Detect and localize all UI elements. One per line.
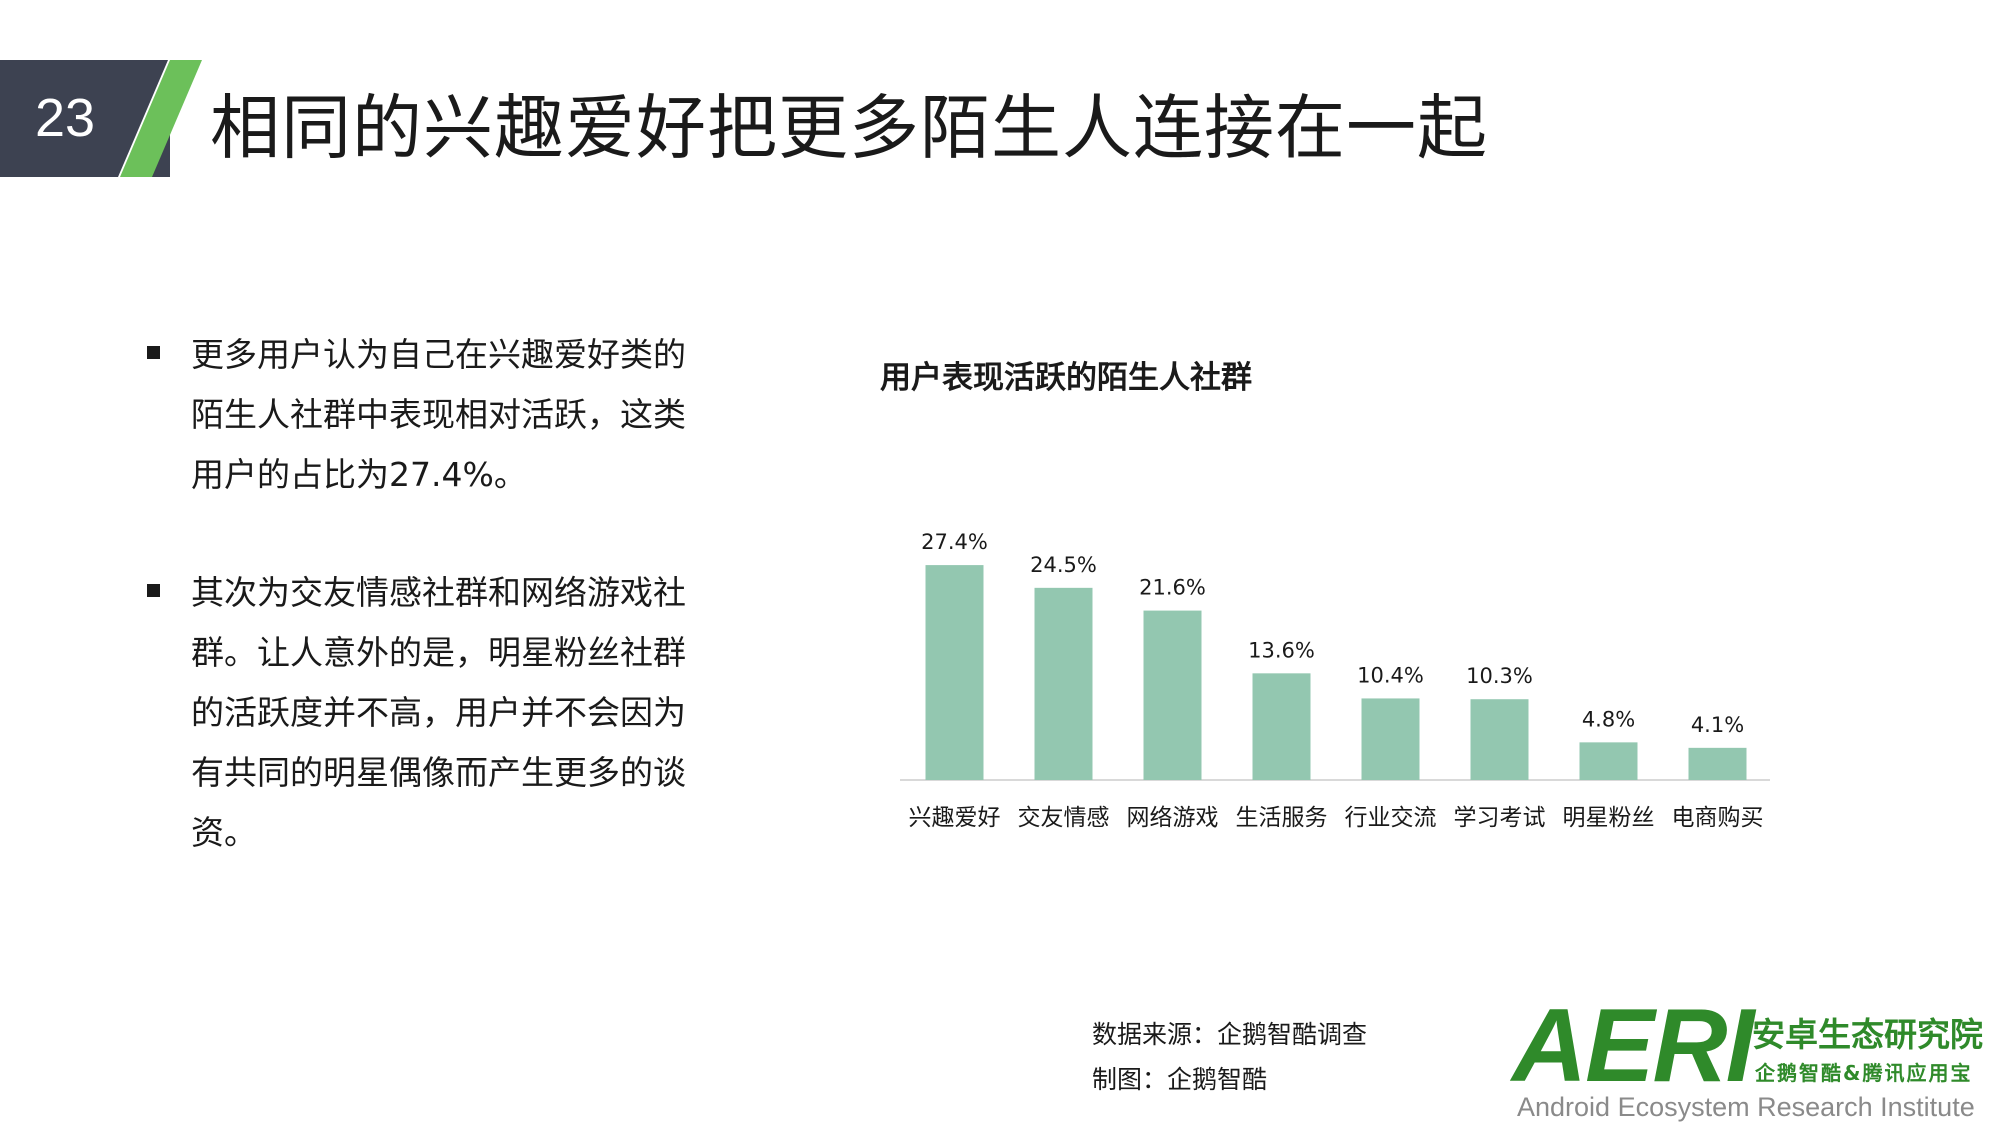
page-title: 相同的兴趣爱好把更多陌生人连接在一起	[210, 87, 1488, 169]
logo-cn-name: 安卓生态研究院	[1752, 1015, 1983, 1054]
logo-cn-subtitle: 企鹅智酷&腾讯应用宝	[1755, 1061, 1973, 1085]
chart-credit: 制图：企鹅智酷	[1092, 1065, 1268, 1094]
bar-value-label: 24.5%	[1030, 553, 1097, 577]
category-label: 兴趣爱好	[909, 805, 1001, 831]
aeri-logo: AERI	[1512, 988, 1754, 1104]
bullet-item: 其次为交友情感社群和网络游戏社群。让人意外的是，明星粉丝社群的活跃度并不高，用户…	[145, 563, 705, 863]
category-label: 生活服务	[1236, 805, 1328, 831]
bar-value-label: 10.3%	[1466, 664, 1533, 688]
square-bullet-icon	[147, 584, 160, 597]
bar-chart: 27.4% 兴趣爱好 24.5% 交友情感 21.6% 网络游戏 13.6% 生活服务 10.4…	[900, 530, 1770, 831]
bar-value-label: 4.1%	[1691, 713, 1744, 737]
category-label: 电商购买	[1672, 805, 1764, 831]
data-source: 数据来源：企鹅智酷调查	[1092, 1020, 1368, 1049]
bullet-item: 更多用户认为自己在兴趣爱好类的陌生人社群中表现相对活跃，这类用户的占比为27.4…	[145, 325, 705, 505]
bar-value-label: 21.6%	[1139, 576, 1206, 600]
bar-value-label: 13.6%	[1248, 638, 1315, 662]
bullet-text: 其次为交友情感社群和网络游戏社群。让人意外的是，明星粉丝社群的活跃度并不高，用户…	[191, 573, 686, 852]
bar	[925, 565, 984, 780]
logo-en-name: Android Ecosystem Research Institute	[1517, 1092, 1975, 1122]
bar	[1688, 747, 1747, 780]
bar-value-label: 4.8%	[1582, 707, 1635, 731]
bar	[1361, 698, 1420, 780]
bullet-text: 更多用户认为自己在兴趣爱好类的陌生人社群中表现相对活跃，这类用户的占比为27.4…	[191, 335, 686, 494]
square-bullet-icon	[147, 346, 160, 359]
page-number: 23	[34, 88, 96, 148]
category-label: 网络游戏	[1127, 805, 1219, 831]
bar-value-label: 27.4%	[921, 530, 988, 554]
chart-title: 用户表现活跃的陌生人社群	[880, 360, 1252, 396]
bar	[1252, 673, 1311, 780]
bar	[1579, 742, 1638, 780]
bar	[1034, 587, 1093, 780]
category-label: 明星粉丝	[1563, 805, 1655, 831]
category-label: 行业交流	[1345, 805, 1437, 831]
category-label: 学习考试	[1454, 805, 1546, 831]
category-label: 交友情感	[1018, 805, 1110, 831]
header-slash-decoration	[118, 60, 202, 177]
bullet-list: 更多用户认为自己在兴趣爱好类的陌生人社群中表现相对活跃，这类用户的占比为27.4…	[145, 325, 705, 921]
bar	[1470, 699, 1529, 780]
bar	[1143, 610, 1202, 780]
bar-value-label: 10.4%	[1357, 663, 1424, 687]
